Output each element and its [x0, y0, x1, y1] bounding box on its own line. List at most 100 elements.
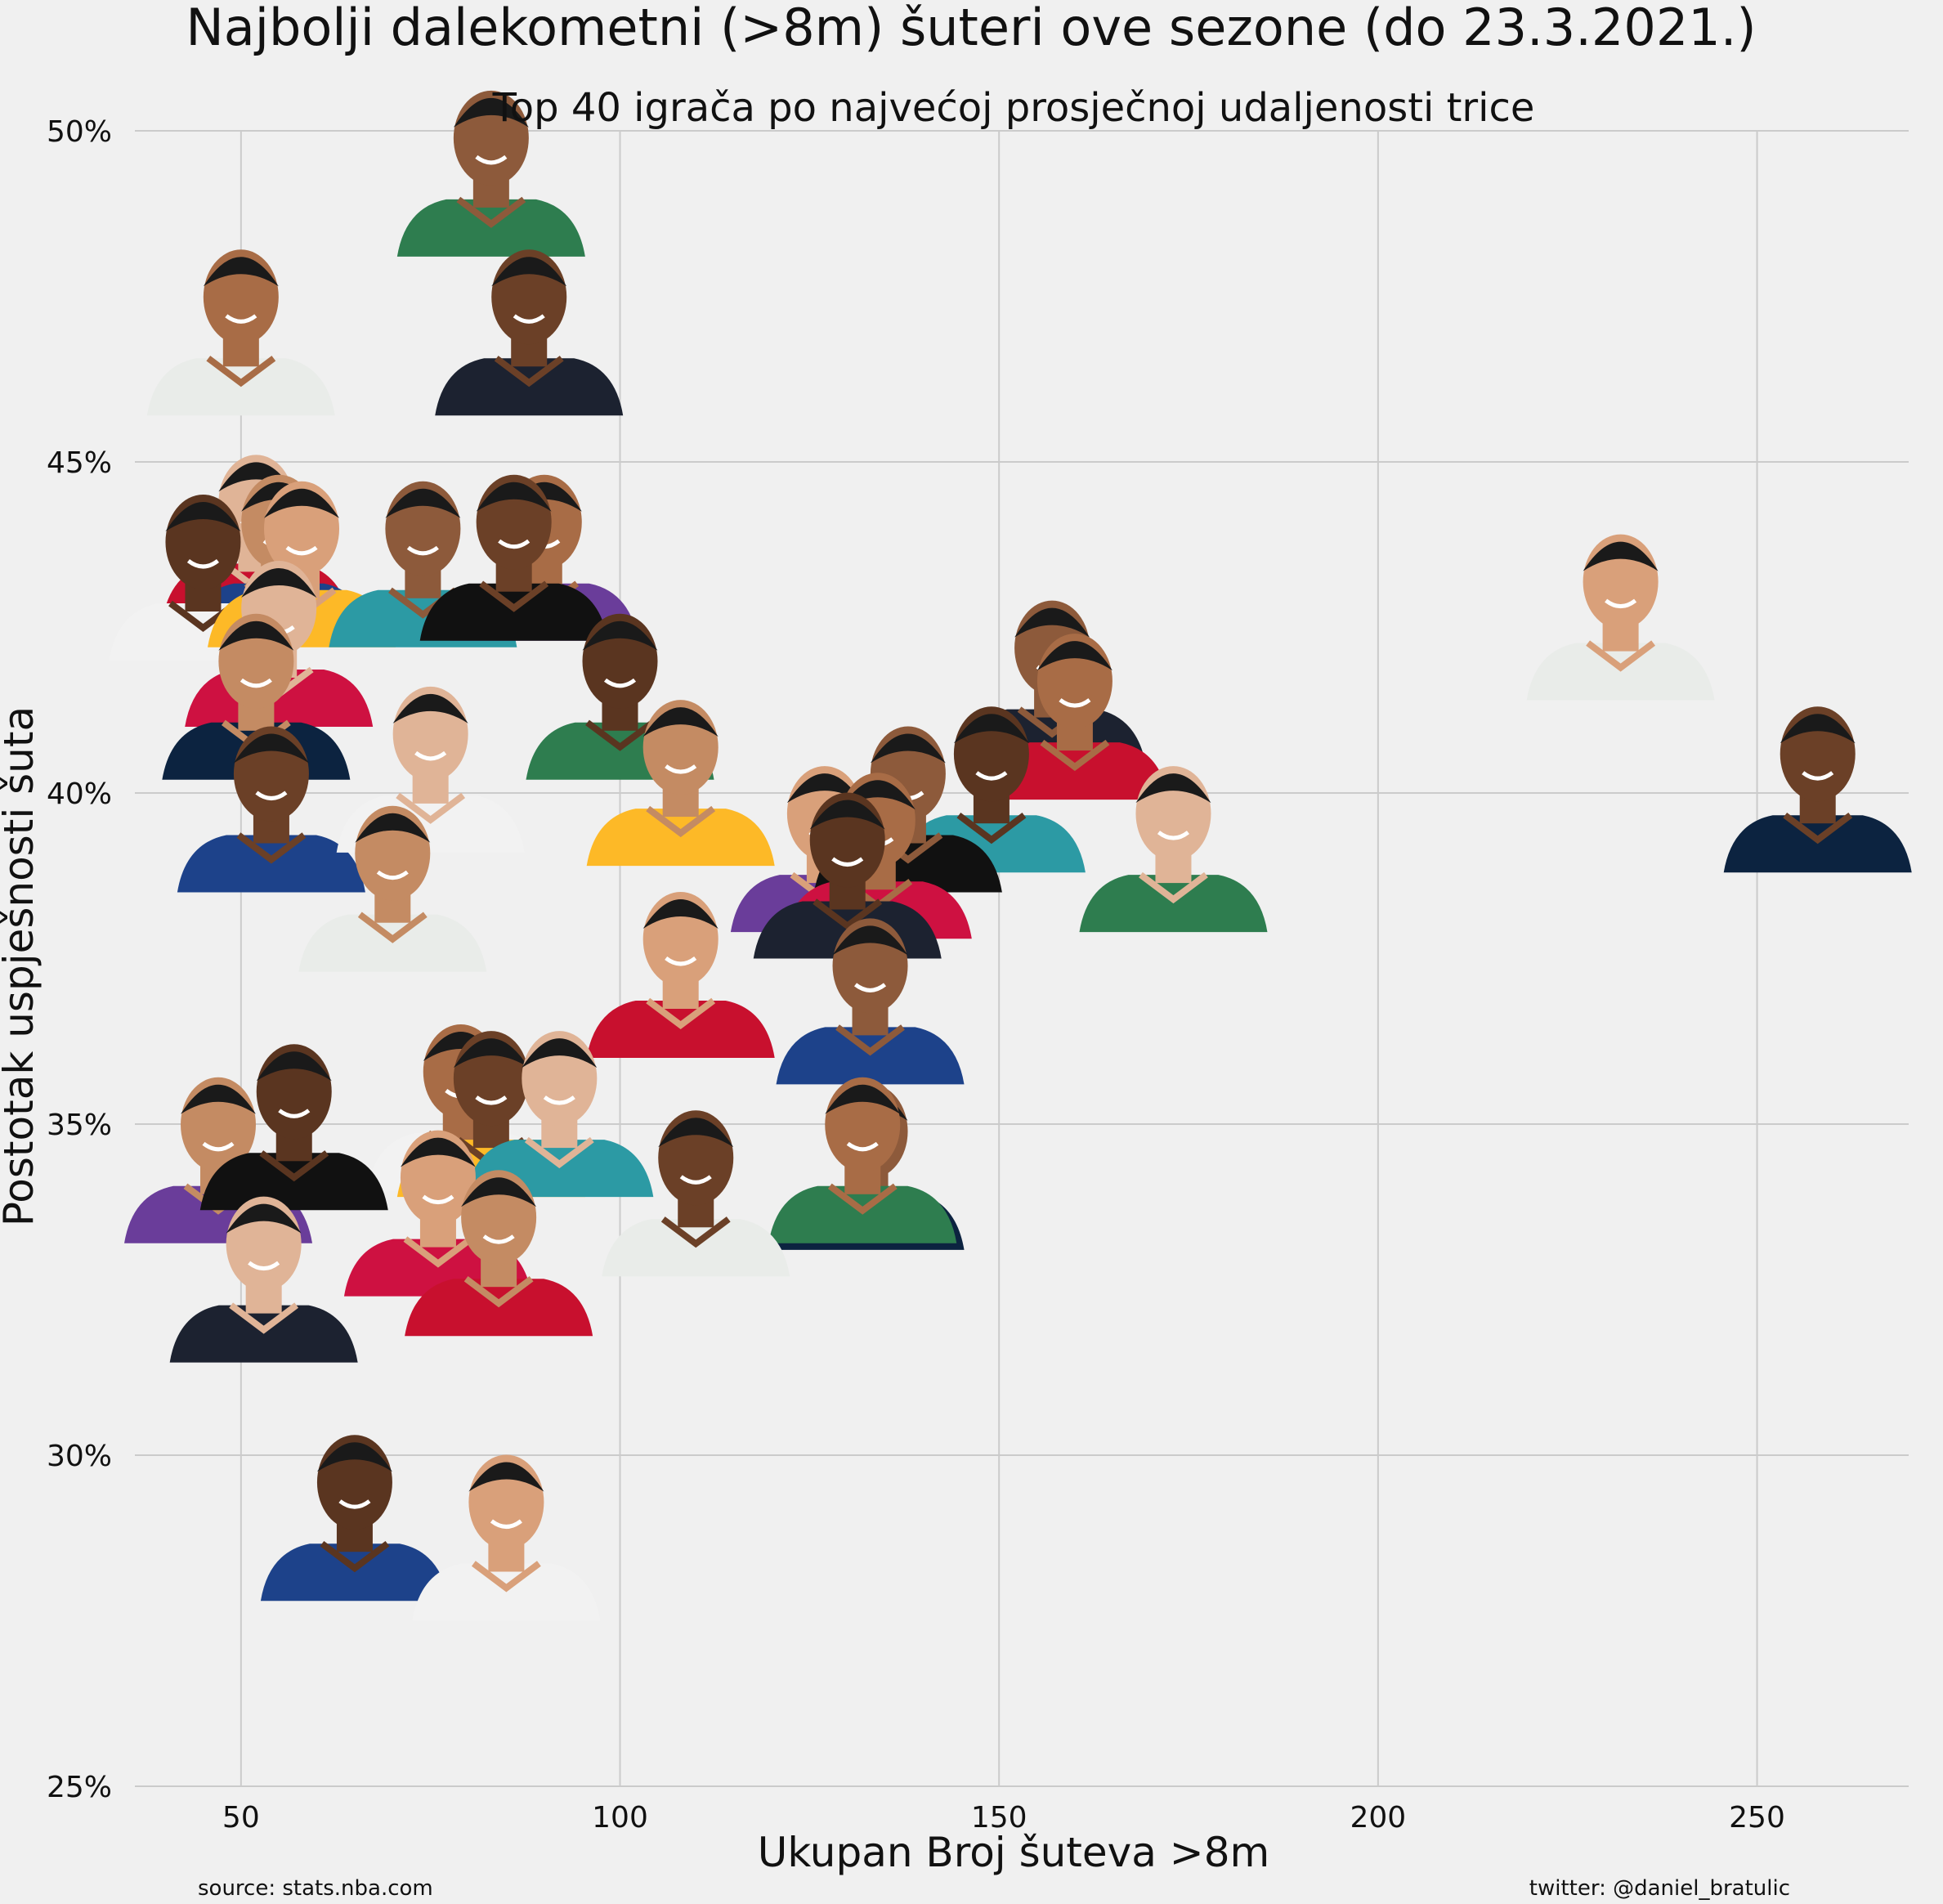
player-smile: [475, 1095, 508, 1105]
player-smile: [285, 545, 318, 556]
player-collar: [956, 813, 1027, 844]
player-marker: [298, 805, 487, 972]
player-collar: [357, 912, 428, 943]
player-hair: [1583, 541, 1659, 571]
player-hair: [642, 899, 719, 929]
player-collar: [1586, 640, 1656, 672]
player-hair: [491, 257, 567, 287]
player-marker: [146, 249, 335, 416]
player-hair: [233, 733, 309, 764]
player-marker: [586, 700, 775, 867]
player-hair: [264, 488, 340, 518]
player-collar: [660, 1216, 731, 1248]
player-hair: [468, 1462, 544, 1492]
x-tick-label: 100: [592, 1801, 648, 1835]
player-smile: [665, 764, 697, 774]
player-smile: [679, 1175, 712, 1185]
player-marker: [412, 1454, 601, 1621]
player-hair: [1036, 641, 1113, 671]
player-collar: [456, 196, 526, 228]
player-smile: [1059, 698, 1091, 708]
player-hair: [392, 693, 468, 724]
player-hair: [582, 620, 658, 651]
player-smile: [846, 1141, 879, 1152]
twitter-handle: twitter: @daniel_bratulic: [1529, 1876, 1790, 1901]
player-smile: [475, 155, 508, 165]
player-marker: [260, 1435, 449, 1602]
player-smile: [338, 1499, 371, 1509]
player-collar: [646, 997, 716, 1029]
player-smile: [414, 750, 447, 761]
player-collar: [835, 1024, 905, 1056]
player-smile: [1802, 771, 1834, 781]
player-smile: [278, 1109, 311, 1118]
player-smile: [975, 771, 1008, 781]
player-smile: [665, 956, 697, 966]
player-hair: [642, 707, 719, 737]
player-smile: [482, 1234, 515, 1244]
player-marker: [1526, 534, 1715, 701]
x-axis-label: Ukupan Broj šuteva >8m: [758, 1829, 1269, 1876]
player-marker: [1079, 766, 1268, 933]
player-hair: [226, 1203, 302, 1234]
player-smile: [422, 1194, 454, 1205]
player-hair: [825, 1084, 901, 1114]
player-collar: [479, 580, 549, 612]
player-hair: [218, 462, 294, 492]
player-smile: [225, 314, 257, 324]
y-tick-label: 50%: [47, 115, 112, 149]
axis-ticks: 25% 30% 35% 40% 45% 50% 50 100 150 200 250: [47, 115, 1785, 1835]
player-hair: [355, 813, 431, 843]
player-collar: [813, 898, 883, 930]
y-tick-label: 45%: [47, 446, 112, 480]
x-tick-label: 150: [971, 1801, 1027, 1835]
player-smile: [406, 545, 439, 556]
player-hair: [953, 714, 1029, 744]
player-smile: [248, 1261, 280, 1271]
player-hair: [786, 773, 862, 804]
y-tick-label: 35%: [47, 1109, 112, 1142]
player-jersey: [260, 1543, 449, 1602]
player-collar: [206, 356, 276, 388]
player-collar: [524, 1136, 594, 1169]
player-hair: [165, 502, 241, 531]
player-markers: [109, 90, 1912, 1621]
player-collar: [463, 1276, 534, 1308]
player-smile: [490, 1519, 522, 1529]
player-smile: [831, 857, 864, 867]
player-smile: [376, 870, 409, 880]
player-marker: [768, 1077, 957, 1243]
player-smile: [603, 678, 637, 688]
player-collar: [494, 356, 564, 388]
player-hair: [1135, 773, 1211, 804]
player-marker: [177, 726, 365, 893]
player-marker: [199, 1044, 388, 1211]
player-collar: [403, 1236, 473, 1268]
player-marker: [776, 918, 965, 1085]
player-smile: [513, 314, 545, 324]
y-tick-label: 40%: [47, 777, 112, 811]
player-collar: [646, 805, 716, 838]
player-marker: [1723, 706, 1912, 873]
player-hair: [839, 780, 916, 810]
player-marker: [419, 474, 608, 641]
player-marker: [396, 90, 585, 257]
player-hair: [316, 1442, 392, 1472]
y-axis-label: Postotak uspješnosti šuta: [0, 706, 43, 1226]
player-hair: [522, 1038, 598, 1068]
player-smile: [1605, 598, 1637, 609]
player-marker: [602, 1110, 790, 1277]
player-collar: [1139, 871, 1208, 904]
player-collar: [320, 1541, 390, 1573]
player-marker: [586, 892, 775, 1058]
player-smile: [255, 791, 288, 800]
player-hair: [453, 1038, 529, 1068]
player-collar: [1040, 739, 1110, 772]
x-tick-label: 250: [1729, 1801, 1785, 1835]
chart-title: Najbolji dalekometni (>8m) šuteri ove se…: [186, 0, 1756, 57]
player-hair: [809, 800, 885, 830]
player-hair: [218, 620, 294, 651]
player-smile: [186, 558, 219, 569]
y-tick-label: 25%: [47, 1771, 112, 1804]
